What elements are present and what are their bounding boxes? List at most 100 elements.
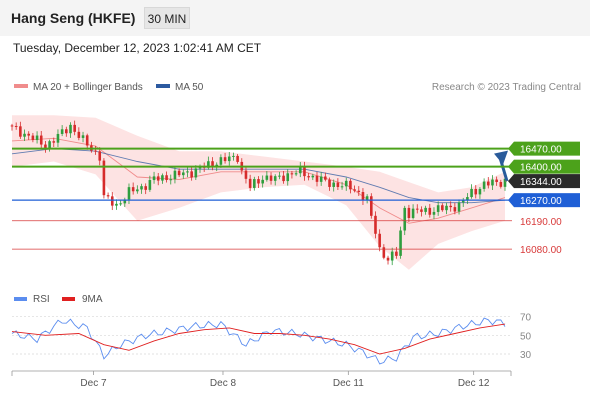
candle-body — [307, 176, 310, 178]
candle-body — [14, 125, 18, 127]
candle-body — [190, 171, 193, 178]
candle — [60, 125, 64, 137]
candle-body — [207, 161, 210, 168]
candle — [399, 226, 402, 259]
level-label: 16470.00 — [520, 145, 562, 156]
candle-body — [39, 135, 43, 145]
candle — [328, 177, 331, 191]
candle — [340, 181, 344, 190]
candle — [98, 147, 102, 166]
candle-body — [449, 205, 452, 208]
candle — [457, 199, 461, 215]
candle-body — [336, 182, 340, 188]
candle — [223, 152, 227, 164]
ma50-line — [11, 148, 506, 204]
candle — [294, 170, 298, 177]
candle — [495, 176, 498, 186]
candle-body — [77, 131, 81, 138]
candle — [390, 247, 394, 266]
candle — [35, 131, 39, 144]
candle-body — [148, 180, 152, 190]
candle — [332, 179, 336, 192]
copyright-text: Research © 2023 Trading Central — [432, 82, 581, 93]
candle-body — [382, 247, 386, 258]
candle-body — [56, 133, 60, 143]
candle-body — [161, 175, 164, 181]
candle-body — [144, 186, 147, 190]
candle-body — [328, 179, 331, 187]
candle-body — [186, 171, 189, 173]
candle-body — [31, 135, 35, 141]
candle — [382, 244, 386, 260]
rsi-ma-line — [11, 323, 506, 355]
candle — [307, 172, 310, 181]
candle-body — [411, 208, 415, 218]
candle — [282, 171, 285, 184]
candle — [428, 203, 432, 218]
candle — [81, 131, 85, 143]
candle — [244, 165, 248, 184]
timeframe-button[interactable]: 30 MIN — [144, 7, 190, 29]
rsi-legend-label: RSI — [33, 294, 50, 305]
candle — [486, 177, 490, 189]
candle — [156, 173, 160, 186]
bollinger-band — [12, 115, 505, 270]
candle — [165, 171, 168, 183]
candle — [324, 172, 327, 182]
candle-body — [169, 179, 173, 181]
rsi-line — [11, 317, 506, 365]
candle — [65, 126, 68, 137]
candle — [148, 175, 152, 192]
candle — [123, 197, 127, 207]
candle-body — [248, 178, 252, 188]
level-label: 16080.00 — [520, 245, 562, 256]
ma50-legend-swatch — [156, 84, 170, 88]
candle — [303, 161, 306, 181]
candle-body — [119, 203, 122, 205]
candle-body — [173, 170, 177, 180]
candle — [269, 172, 273, 185]
candle — [144, 183, 147, 195]
candle — [211, 157, 214, 171]
candle-body — [115, 203, 118, 206]
candle-body — [81, 135, 85, 138]
candle — [344, 177, 348, 191]
header-bar: Hang Seng (HKFE) 30 MIN — [0, 0, 590, 36]
level-label: 16190.00 — [520, 217, 562, 228]
candle-body — [303, 166, 306, 177]
ma50-legend-label: MA 50 — [175, 82, 204, 93]
price-levels: 16470.00 16400.00 16344.00 16270.00 16190.00… — [12, 141, 580, 256]
candle-body — [194, 168, 198, 178]
candle-body — [370, 196, 373, 216]
candle-body — [407, 207, 411, 218]
candle-body — [486, 181, 490, 186]
candle-body — [374, 215, 377, 234]
report-datetime: Tuesday, December 12, 2023 1:02:41 AM CE… — [13, 41, 262, 55]
candle — [420, 206, 423, 217]
candle — [374, 211, 377, 239]
level-badge — [514, 141, 580, 156]
candle-body — [123, 199, 127, 204]
level-label: 16270.00 — [520, 196, 562, 207]
candle-body — [69, 124, 72, 134]
candle-body — [181, 172, 185, 176]
candle-body — [65, 129, 68, 134]
candle-body — [127, 187, 131, 200]
candle-body — [499, 182, 503, 187]
price-plot — [10, 115, 509, 270]
candle — [136, 185, 139, 194]
candle-body — [35, 135, 39, 141]
candle-body — [311, 175, 315, 178]
candle — [445, 202, 448, 215]
candle-body — [136, 189, 139, 192]
candle-body — [424, 207, 427, 212]
candle-body — [156, 176, 160, 181]
candle — [436, 201, 440, 216]
candle — [278, 171, 281, 180]
candle — [349, 178, 352, 194]
candle-body — [491, 179, 494, 186]
candle — [219, 154, 223, 168]
candle — [415, 204, 419, 214]
candle-body — [319, 176, 323, 182]
